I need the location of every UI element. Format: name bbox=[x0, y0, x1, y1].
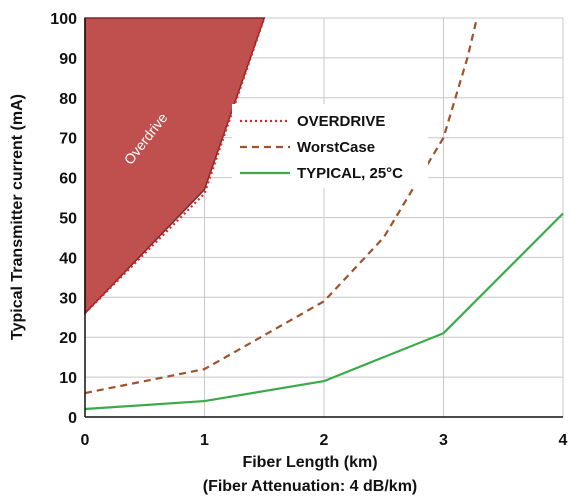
x-axis-title: Fiber Length (km) bbox=[242, 454, 377, 471]
x-axis-subtitle: (Fiber Attenuation: 4 dB/km) bbox=[203, 478, 418, 495]
y-tick-label: 30 bbox=[59, 290, 77, 307]
y-tick-label: 80 bbox=[59, 91, 77, 108]
y-tick-label: 70 bbox=[59, 131, 77, 148]
legend: OVERDRIVE WorstCase TYPICAL, 25°C bbox=[232, 104, 428, 188]
y-tick-label: 50 bbox=[59, 211, 77, 228]
x-tick-label: 0 bbox=[81, 432, 90, 449]
y-tick-label: 40 bbox=[59, 250, 77, 267]
y-tick-label: 90 bbox=[59, 51, 77, 68]
legend-label-1: OVERDRIVE bbox=[297, 113, 385, 130]
y-tick-label: 0 bbox=[68, 410, 77, 427]
x-tick-label: 1 bbox=[200, 432, 209, 449]
y-tick-label: 60 bbox=[59, 171, 77, 188]
legend-label-2: WorstCase bbox=[297, 139, 375, 156]
y-tick-label: 20 bbox=[59, 330, 77, 347]
x-tick-label: 3 bbox=[439, 432, 448, 449]
y-tick-label: 100 bbox=[50, 11, 77, 28]
y-tick-label: 10 bbox=[59, 370, 77, 387]
y-axis-title: Typical Transmitter current (mA) bbox=[9, 94, 26, 340]
x-tick-label: 4 bbox=[559, 432, 568, 449]
x-tick-label: 2 bbox=[320, 432, 329, 449]
legend-label-3: TYPICAL, 25°C bbox=[297, 165, 403, 182]
